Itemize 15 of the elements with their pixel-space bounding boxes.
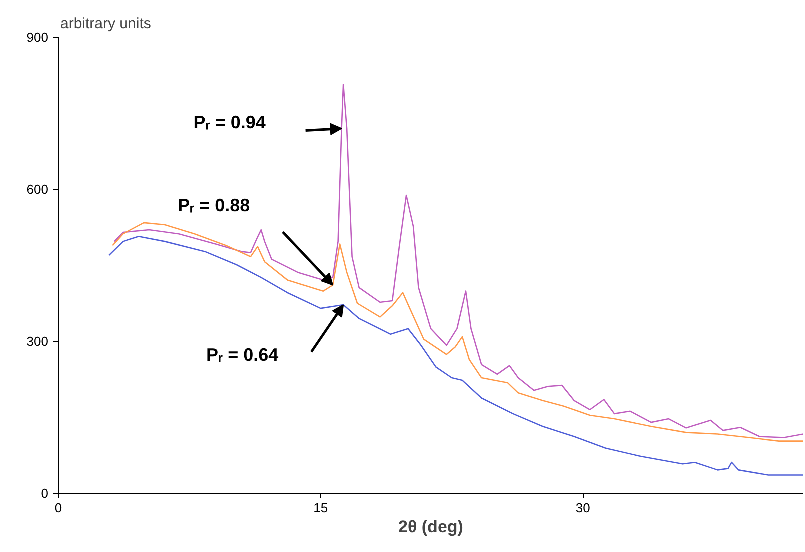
line-series	[112, 222, 804, 442]
y-tick-label: 300	[26, 334, 49, 349]
y-axis-title: arbitrary units	[60, 16, 152, 32]
x-axis-title: 2θ (deg)	[398, 518, 464, 536]
x-tick-label: 30	[576, 500, 590, 516]
line-series	[108, 236, 804, 476]
y-tick-label: 900	[26, 30, 49, 45]
annotation: Pᵣ = 0.88	[178, 195, 250, 216]
y-tick-label: 0	[41, 486, 49, 501]
annotation: Pᵣ = 0.94	[194, 112, 266, 133]
line-series	[114, 84, 804, 438]
x-tick-label: 15	[314, 500, 328, 516]
x-tick-label: 0	[54, 500, 62, 516]
annotation: Pᵣ = 0.64	[206, 345, 279, 366]
y-tick-label: 600	[26, 182, 49, 197]
